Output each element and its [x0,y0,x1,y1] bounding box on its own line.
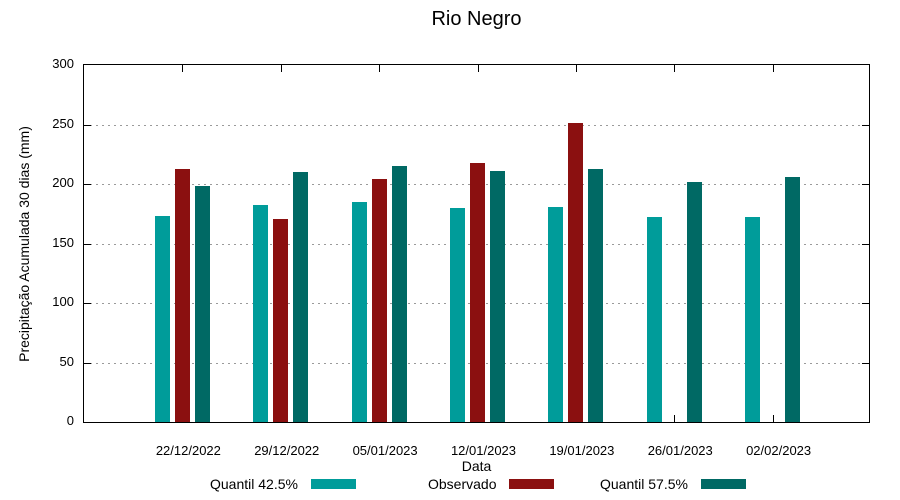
x-tick-bottom-6 [772,415,774,422]
bar-quantil-57-5--26-01-2023 [686,181,702,422]
x-tick-top-6 [772,65,774,72]
y-tick-label-0: 0 [66,413,74,428]
y-tick-left-100 [84,303,91,304]
x-tick-label-3: 12/01/2023 [450,443,517,458]
x-tick-top-3 [477,65,479,72]
legend-label: Quantil 42.5% [210,476,298,492]
x-tick-label-0: 22/12/2022 [155,443,221,458]
legend-swatch-observado [509,479,555,489]
y-tick-label-50: 50 [59,353,74,369]
x-tick-label-5: 26/01/2023 [647,443,713,458]
legend-label: Observado [428,476,497,492]
bar-observado-05-01-2023 [371,179,387,422]
x-tick-top-4 [575,65,577,72]
x-tick-bottom-5 [674,415,676,422]
y-tick-label-100: 100 [52,294,74,309]
bar-quantil-57-5--22-12-2022 [194,186,210,422]
x-tick-top-2 [379,65,381,72]
x-tick-top-5 [674,65,676,72]
bar-quantil-42-5--29-12-2022 [253,205,269,422]
gridline-250 [84,124,869,126]
y-tick-left-50 [84,362,91,364]
y-tick-right-50 [862,362,869,364]
y-tick-right-100 [862,303,869,304]
bar-quantil-57-5--19-01-2023 [588,168,604,422]
bar-quantil-57-5--29-12-2022 [293,172,309,422]
x-tick-label-6: 02/02/2023 [746,443,812,458]
y-tick-left-200 [84,184,91,185]
chart-title: Rio Negro [431,8,522,30]
legend-entry-quantil-57-5: Quantil 57.5% [600,476,746,492]
x-tick-top-1 [280,65,282,72]
bar-observado-29-12-2022 [273,218,289,422]
x-tick-label-1: 29/12/2022 [254,443,320,458]
bar-quantil-42-5--05-01-2023 [351,201,367,422]
y-tick-label-200: 200 [52,175,74,190]
legend-swatch-quantil-57-5 [700,479,746,489]
y-tick-right-250 [862,124,869,126]
bar-observado-22-12-2022 [174,168,190,422]
bar-quantil-42-5--22-12-2022 [154,216,170,422]
y-tick-label-250: 250 [52,115,74,131]
y-tick-right-150 [862,243,869,245]
legend-swatch-quantil-42-5 [310,479,356,489]
y-tick-left-150 [84,243,91,245]
y-tick-right-200 [862,184,869,185]
bar-quantil-57-5--05-01-2023 [391,166,407,422]
bar-quantil-42-5--19-01-2023 [548,206,564,422]
y-tick-label-300: 300 [52,56,74,71]
x-tick-label-4: 19/01/2023 [549,443,615,458]
x-axis-label: Data [461,458,492,474]
y-tick-left-250 [84,124,91,126]
y-tick-label-150: 150 [52,234,74,250]
x-tick-top-0 [182,65,184,72]
bar-quantil-42-5--02-02-2023 [745,217,761,422]
bar-observado-12-01-2023 [470,162,485,422]
bar-quantil-57-5--02-02-2023 [785,176,801,422]
bar-quantil-57-5--12-01-2023 [490,170,505,422]
legend-entry-observado: Observado [428,476,555,492]
legend-entry-quantil-42-5: Quantil 42.5% [210,476,356,492]
bar-quantil-42-5--26-01-2023 [646,217,662,422]
bar-quantil-42-5--12-01-2023 [450,207,465,422]
x-tick-label-2: 05/01/2023 [352,443,418,458]
legend-label: Quantil 57.5% [600,476,688,492]
bar-observado-19-01-2023 [568,123,584,422]
plot-area [83,64,870,423]
